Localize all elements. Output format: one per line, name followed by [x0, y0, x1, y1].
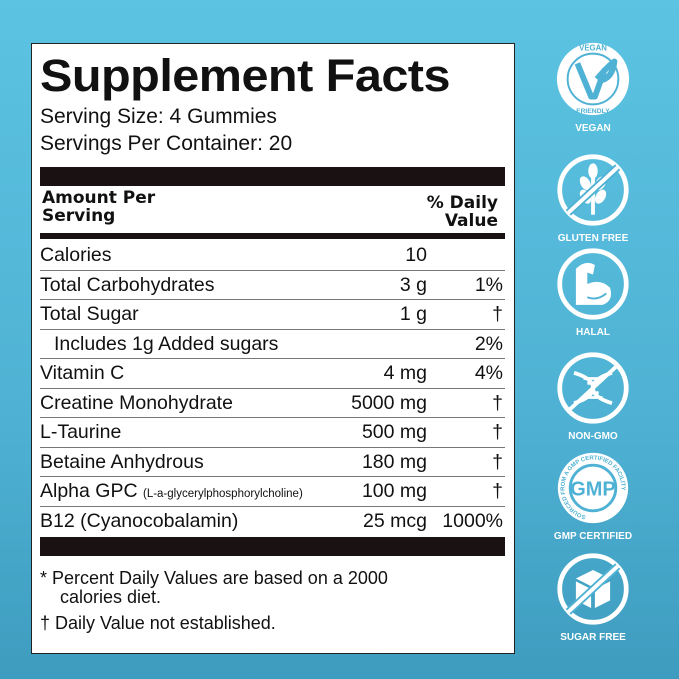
- nutrient-name: Total Sugar: [40, 303, 139, 326]
- nutrient-name-text: Total Carbohydrates: [40, 273, 215, 296]
- divider-bar: [40, 537, 505, 556]
- nutrient-daily-value: †: [492, 303, 503, 325]
- footnote-percent: * Percent Daily Values are based on a 20…: [40, 569, 388, 607]
- nutrient-name-text: Betaine Anhydrous: [40, 450, 204, 473]
- nutrient-name: Alpha GPC (L-a-glycerylphosphorylcholine…: [40, 480, 303, 503]
- nutrient-row: Total Sugar 1 g †: [40, 300, 505, 330]
- footnote-dagger: † Daily Value not established.: [40, 613, 276, 633]
- supplement-facts-panel: Supplement Facts Serving Size: 4 Gummies…: [31, 43, 515, 654]
- nutrient-amount: 1 g: [399, 303, 427, 325]
- nutrient-name-text: Calories: [40, 244, 112, 266]
- nutrient-amount: 5000 mg: [351, 391, 427, 414]
- nutrient-row: Includes 1g Added sugars 2%: [40, 330, 505, 359]
- nutrient-name-text: Creatine Monohydrate: [40, 391, 233, 414]
- nutrient-daily-value: †: [492, 480, 503, 502]
- header-line: Value: [444, 211, 498, 231]
- nutrient-row: B12 (Cyanocobalamin) 25 mcg 1000%: [40, 507, 505, 537]
- nutrient-name: Betaine Anhydrous: [40, 451, 204, 474]
- badge-label: SUGAR FREE: [560, 632, 626, 643]
- dna-crossed-icon: [557, 352, 629, 424]
- badge-sugar-free: SUGAR FREE: [553, 551, 633, 643]
- nutrient-name: L-Taurine: [40, 421, 121, 444]
- badge-non-gmo: NON-GMO: [553, 350, 633, 442]
- panel-title: Supplement Facts: [40, 50, 450, 101]
- badge-label: NON-GMO: [568, 431, 618, 442]
- nutrient-daily-value: †: [492, 450, 503, 473]
- header-line: Serving: [42, 206, 116, 226]
- nutrient-row: Total Carbohydrates 3 g 1%: [40, 271, 505, 300]
- header-line: Amount Per: [42, 188, 156, 208]
- nutrient-daily-value: 2%: [474, 332, 503, 355]
- serving-size: Serving Size: 4 Gummies: [40, 105, 277, 128]
- nutrient-amount: 180 mg: [361, 450, 427, 473]
- servings-per-container: Servings Per Container: 20: [40, 132, 293, 155]
- nutrient-name-text: Includes 1g Added sugars: [54, 332, 279, 355]
- nutrient-name-text: L-Taurine: [40, 421, 122, 443]
- amount-per-serving-header: Amount Per Serving: [42, 189, 155, 225]
- flexed-arm-icon: [557, 248, 629, 320]
- gmp-center-text: GMP: [570, 479, 615, 501]
- divider-bar: [40, 233, 505, 239]
- badge-label: GLUTEN FREE: [557, 233, 629, 244]
- nutrient-amount: 3 g: [399, 273, 427, 296]
- nutrient-name-text: Alpha GPC: [40, 480, 138, 502]
- sugar-cube-crossed-icon: [557, 553, 629, 625]
- nutrient-amount: 4 mg: [383, 362, 427, 384]
- badge-label: HALAL: [576, 327, 610, 338]
- badge-label: VEGAN: [575, 123, 611, 134]
- nutrient-row: Betaine Anhydrous 180 mg †: [40, 448, 505, 477]
- nutrient-subname: (L-a-glycerylphosphorylcholine): [142, 488, 303, 500]
- badge-gluten-free: GLUTEN FREE: [553, 152, 633, 244]
- nutrient-name: B12 (Cyanocobalamin): [40, 510, 238, 533]
- vegan-ring-text-top: VEGAN: [579, 44, 607, 53]
- nutrient-daily-value: 4%: [474, 362, 503, 384]
- nutrient-name: Vitamin C: [40, 362, 124, 385]
- vegan-friendly-icon: VEGAN FRIENDLY: [556, 42, 630, 115]
- nutrient-name: Creatine Monohydrate: [40, 392, 233, 415]
- nutrient-amount: 500 mg: [361, 421, 427, 443]
- nutrient-daily-value: 1000%: [442, 509, 503, 532]
- nutrient-amount: 25 mcg: [363, 509, 427, 532]
- nutrient-daily-value: †: [492, 391, 503, 414]
- badge-vegan: VEGAN FRIENDLY VEGAN: [553, 40, 633, 134]
- nutrient-name-text: Total Sugar: [40, 303, 139, 325]
- nutrient-row: L-Taurine 500 mg †: [40, 418, 505, 448]
- nutrient-name: Total Carbohydrates: [40, 274, 215, 297]
- nutrient-amount: 100 mg: [361, 480, 427, 502]
- nutrient-name-text: B12 (Cyanocobalamin): [40, 509, 239, 532]
- badge-halal: HALAL: [553, 246, 633, 338]
- nutrient-daily-value: †: [492, 421, 503, 443]
- header-line: % Daily: [426, 193, 498, 213]
- divider-bar: [40, 167, 505, 186]
- badge-gmp-certified: SOURCED FROM A GMP CERTIFIED FACILITY GM…: [553, 450, 633, 542]
- gmp-seal-icon: SOURCED FROM A GMP CERTIFIED FACILITY GM…: [557, 452, 629, 524]
- nutrient-name: Includes 1g Added sugars: [54, 333, 278, 356]
- nutrient-name-text: Vitamin C: [40, 362, 125, 384]
- footnote-line: * Percent Daily Values are based on a 20…: [40, 568, 388, 588]
- daily-value-header: % Daily Value: [427, 194, 498, 230]
- nutrient-row: Vitamin C 4 mg 4%: [40, 359, 505, 389]
- nutrient-row: Calories 10: [40, 241, 505, 271]
- nutrient-daily-value: 1%: [474, 273, 503, 296]
- nutrient-amount: 10: [405, 244, 427, 266]
- nutrient-row: Creatine Monohydrate 5000 mg †: [40, 389, 505, 418]
- badge-label: GMP CERTIFIED: [553, 531, 633, 542]
- nutrient-row: Alpha GPC (L-a-glycerylphosphorylcholine…: [40, 477, 505, 507]
- footnote-line: calories diet.: [60, 587, 162, 607]
- nutrient-name: Calories: [40, 244, 112, 267]
- vegan-ring-text-bottom: FRIENDLY: [576, 108, 610, 115]
- wheat-crossed-icon: [557, 154, 629, 226]
